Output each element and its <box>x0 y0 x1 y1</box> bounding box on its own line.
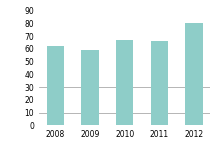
Bar <box>82 50 99 125</box>
Bar <box>47 46 64 125</box>
Bar <box>151 41 168 125</box>
Bar <box>185 23 203 125</box>
Bar <box>116 40 133 125</box>
